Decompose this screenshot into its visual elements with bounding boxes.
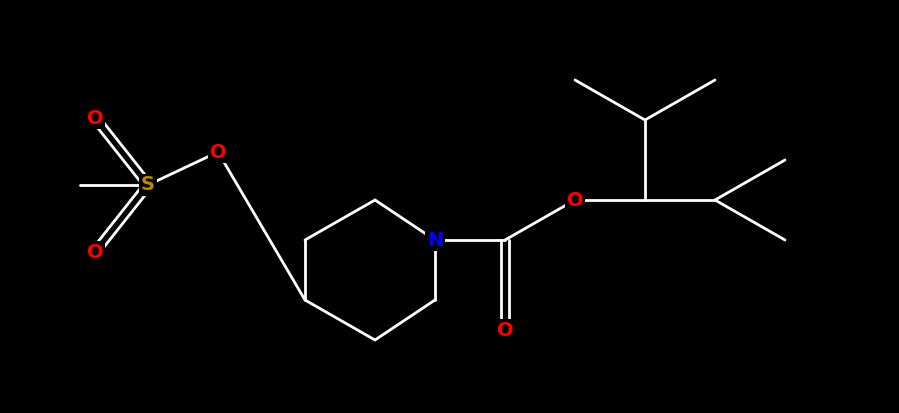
Text: O: O (209, 142, 227, 161)
Text: O: O (566, 190, 583, 209)
Text: O: O (86, 109, 103, 128)
Text: S: S (141, 176, 155, 195)
Text: N: N (427, 230, 443, 249)
Text: O: O (496, 320, 513, 339)
Text: O: O (86, 242, 103, 261)
